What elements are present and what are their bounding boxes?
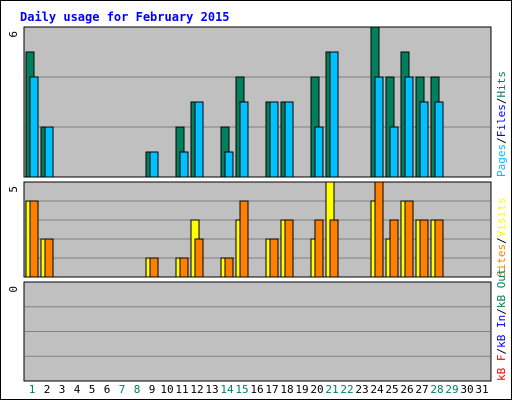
bar-sites-day-15	[239, 200, 249, 278]
legend-part: /	[495, 348, 508, 355]
bar-sites-day-24	[374, 181, 384, 278]
x-tick-label-8: 8	[134, 383, 141, 396]
legend-part: /	[495, 137, 508, 144]
legend-part: Hits	[495, 71, 508, 98]
bar-sites-day-14	[224, 257, 234, 278]
x-tick-label-27: 27	[415, 383, 428, 396]
x-tick-label-25: 25	[385, 383, 398, 396]
x-tick-label-24: 24	[370, 383, 384, 396]
legend-part: /	[495, 308, 508, 315]
x-tick-label-13: 13	[205, 383, 218, 396]
x-tick-label-29: 29	[445, 383, 458, 396]
bar-sites-day-12	[194, 238, 204, 278]
x-tick-label-19: 19	[295, 383, 308, 396]
x-tick-label-16: 16	[250, 383, 263, 396]
bar-files-day-25	[389, 126, 399, 178]
legend-part: Sites	[495, 244, 508, 277]
x-tick-label-21: 21	[325, 383, 338, 396]
bar-sites-day-9	[149, 257, 159, 278]
x-tick-label-3: 3	[59, 383, 66, 396]
y-max-label: 0	[7, 286, 20, 293]
bar-files-day-21	[329, 51, 339, 178]
x-tick-label-23: 23	[355, 383, 368, 396]
y-max-label: 6	[7, 31, 20, 38]
legend-visits-sites: Sites/Visits	[495, 198, 508, 278]
x-tick-label-4: 4	[74, 383, 81, 396]
bar-sites-day-26	[404, 200, 414, 278]
legend-part: Visits	[495, 198, 508, 238]
x-tick-label-9: 9	[149, 383, 156, 396]
x-tick-label-5: 5	[89, 383, 96, 396]
bar-files-day-26	[404, 76, 414, 178]
bar-files-day-12	[194, 101, 204, 178]
y-max-label: 5	[7, 186, 20, 193]
x-tick-label-15: 15	[235, 383, 248, 396]
bar-sites-day-20	[314, 219, 324, 278]
legend-part: /	[495, 98, 508, 105]
bar-files-day-9	[149, 151, 159, 178]
chart-title: Daily usage for February 2015	[20, 10, 230, 24]
bar-files-day-14	[224, 151, 234, 178]
x-tick-label-6: 6	[104, 383, 111, 396]
x-tick-label-26: 26	[400, 383, 413, 396]
x-tick-label-31: 31	[475, 383, 488, 396]
bar-sites-day-28	[434, 219, 444, 278]
bar-sites-day-2	[44, 238, 54, 278]
bar-files-day-17	[269, 101, 279, 178]
x-tick-label-20: 20	[310, 383, 323, 396]
legend-part: kB Out	[495, 268, 508, 308]
bar-files-day-15	[239, 101, 249, 178]
legend-part: /	[495, 237, 508, 244]
legend-part: Files	[495, 104, 508, 137]
x-tick-label-18: 18	[280, 383, 293, 396]
x-tick-label-10: 10	[160, 383, 173, 396]
x-tick-label-12: 12	[190, 383, 203, 396]
legend-part: Pages	[495, 144, 508, 177]
x-tick-label-14: 14	[220, 383, 234, 396]
bar-sites-day-1	[29, 200, 39, 278]
bar-files-day-11	[179, 151, 189, 178]
legend-kbytes: kB F/kB In/kB Out	[495, 268, 508, 381]
bar-sites-day-25	[389, 219, 399, 278]
bar-sites-day-18	[284, 219, 294, 278]
bar-sites-day-21	[329, 219, 339, 278]
legend-hits-files-pages: Pages/Files/Hits	[495, 71, 508, 177]
x-tick-label-22: 22	[340, 383, 353, 396]
bar-files-day-28	[434, 101, 444, 178]
bar-files-day-27	[419, 101, 429, 178]
bar-sites-day-11	[179, 257, 189, 278]
bar-files-day-18	[284, 101, 294, 178]
x-tick-label-1: 1	[29, 383, 36, 396]
x-tick-label-28: 28	[430, 383, 443, 396]
bar-files-day-20	[314, 126, 324, 178]
bar-sites-day-17	[269, 238, 279, 278]
x-tick-label-2: 2	[44, 383, 51, 396]
x-tick-label-30: 30	[460, 383, 473, 396]
x-tick-label-17: 17	[265, 383, 278, 396]
legend-part: kB F	[495, 355, 508, 382]
bar-sites-day-27	[419, 219, 429, 278]
bar-files-day-24	[374, 76, 384, 178]
x-tick-label-11: 11	[175, 383, 188, 396]
x-tick-label-7: 7	[119, 383, 126, 396]
bar-files-day-2	[44, 126, 54, 178]
bar-files-day-1	[29, 76, 39, 178]
legend-part: kB In	[495, 315, 508, 348]
